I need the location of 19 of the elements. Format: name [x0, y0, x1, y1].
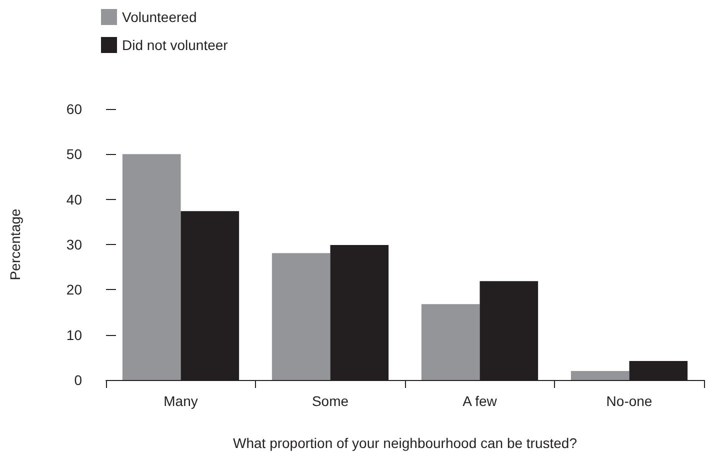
y-tick-label: 60	[66, 101, 82, 117]
x-axis-title: What proportion of your neighbourhood can be trusted?	[232, 435, 578, 451]
bar	[421, 304, 480, 380]
legend-label: Volunteered	[122, 9, 197, 25]
x-tick-label: Many	[164, 393, 198, 409]
y-tick-label: 50	[66, 146, 82, 162]
x-tick-label: A few	[462, 393, 498, 409]
x-tick-label: Some	[312, 393, 349, 409]
y-axis-title: Percentage	[7, 208, 23, 280]
bar	[272, 253, 330, 380]
x-tick-label: No-one	[606, 393, 652, 409]
bar	[122, 154, 181, 380]
y-tick-label: 40	[66, 191, 82, 208]
y-tick-label: 10	[66, 326, 82, 343]
y-tick-label: 20	[66, 282, 82, 298]
legend-label: Did not volunteer	[122, 37, 228, 53]
y-tick-label: 30	[66, 236, 82, 252]
bar	[570, 370, 630, 380]
y-tick-label: 0	[74, 372, 82, 388]
